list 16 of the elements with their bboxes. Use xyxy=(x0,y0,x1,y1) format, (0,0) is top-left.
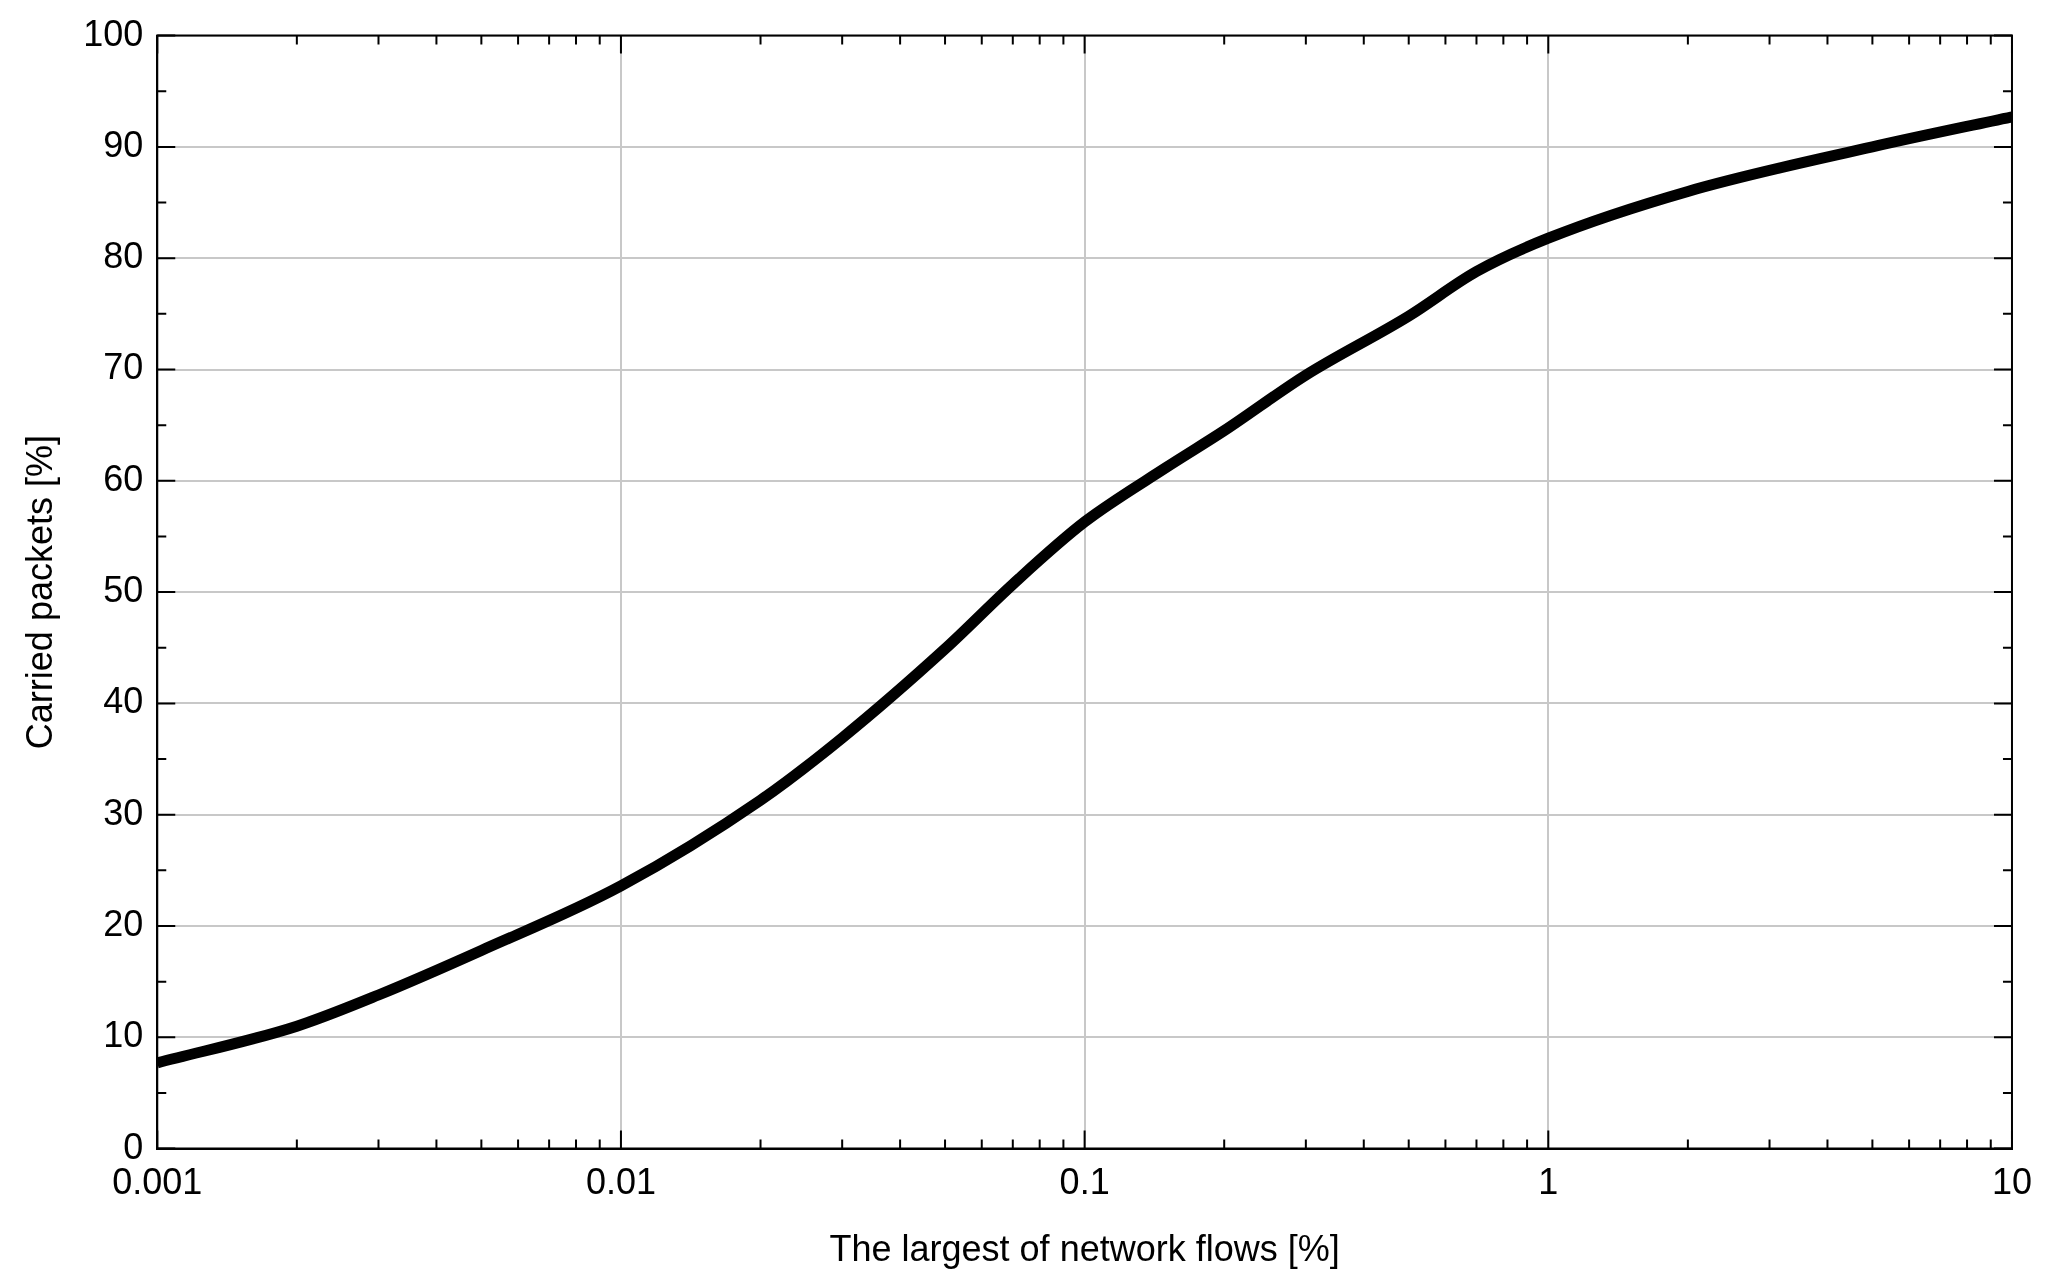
y-tick-label: 60 xyxy=(103,457,144,499)
x-tick-label: 10 xyxy=(1991,1161,2032,1203)
x-tick-label: 1 xyxy=(1538,1161,1559,1203)
y-tick-label: 80 xyxy=(103,235,144,277)
y-tick-label: 30 xyxy=(103,791,144,833)
y-tick-label: 10 xyxy=(103,1014,144,1056)
y-tick-label: 50 xyxy=(103,569,144,611)
y-tick-label: 100 xyxy=(83,12,144,54)
y-tick-label: 20 xyxy=(103,902,144,944)
y-tick-label: 90 xyxy=(103,123,144,165)
y-tick-label: 40 xyxy=(103,680,144,722)
y-axis-title: Carried packets [%] xyxy=(18,435,60,750)
x-tick-label: 0.01 xyxy=(585,1161,656,1203)
y-tick-label: 70 xyxy=(103,346,144,388)
x-axis-title: The largest of network flows [%] xyxy=(829,1228,1340,1270)
x-tick-label: 0.1 xyxy=(1059,1161,1110,1203)
